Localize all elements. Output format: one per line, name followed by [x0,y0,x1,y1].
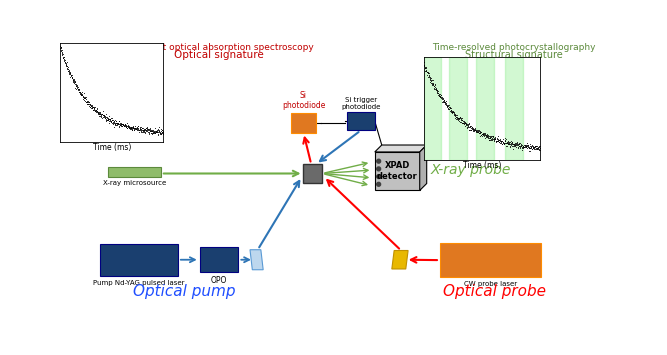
Text: Transient optical absorption spectroscopy: Transient optical absorption spectroscop… [125,43,313,53]
Circle shape [377,159,381,163]
Bar [450,57,467,160]
Text: Optical probe: Optical probe [443,284,546,299]
Circle shape [377,167,381,171]
Text: XPAD
detector: XPAD detector [377,162,418,181]
X-axis label: Time (ms): Time (ms) [463,161,501,170]
FancyBboxPatch shape [347,112,375,130]
Text: Si
photodiode: Si photodiode [281,91,325,110]
Bar [506,57,523,160]
Text: Optical pump: Optical pump [133,284,235,299]
Circle shape [377,175,381,179]
Text: OPO: OPO [211,276,227,285]
FancyBboxPatch shape [291,113,316,133]
Polygon shape [250,250,263,270]
Bar [476,57,494,160]
Polygon shape [375,145,427,152]
Text: Si trigger
photodiode: Si trigger photodiode [341,97,380,110]
FancyBboxPatch shape [199,247,238,272]
Text: Time-resolved photocrystallography: Time-resolved photocrystallography [432,43,595,53]
Text: Optical signature: Optical signature [174,50,264,60]
Polygon shape [392,251,408,269]
FancyBboxPatch shape [375,152,420,190]
Text: X-ray probe: X-ray probe [431,163,511,177]
Polygon shape [420,145,427,190]
X-axis label: Time (ms): Time (ms) [93,143,131,152]
FancyBboxPatch shape [440,243,541,278]
FancyBboxPatch shape [303,164,322,183]
Text: Pump Nd-YAG pulsed laser: Pump Nd-YAG pulsed laser [93,280,185,286]
Bar [424,57,441,160]
Text: Structural signature: Structural signature [465,50,562,60]
Circle shape [377,182,381,186]
Text: CW probe laser: CW probe laser [464,281,517,287]
FancyBboxPatch shape [108,166,161,178]
Text: X-ray microsource: X-ray microsource [103,180,166,186]
FancyBboxPatch shape [101,244,178,276]
